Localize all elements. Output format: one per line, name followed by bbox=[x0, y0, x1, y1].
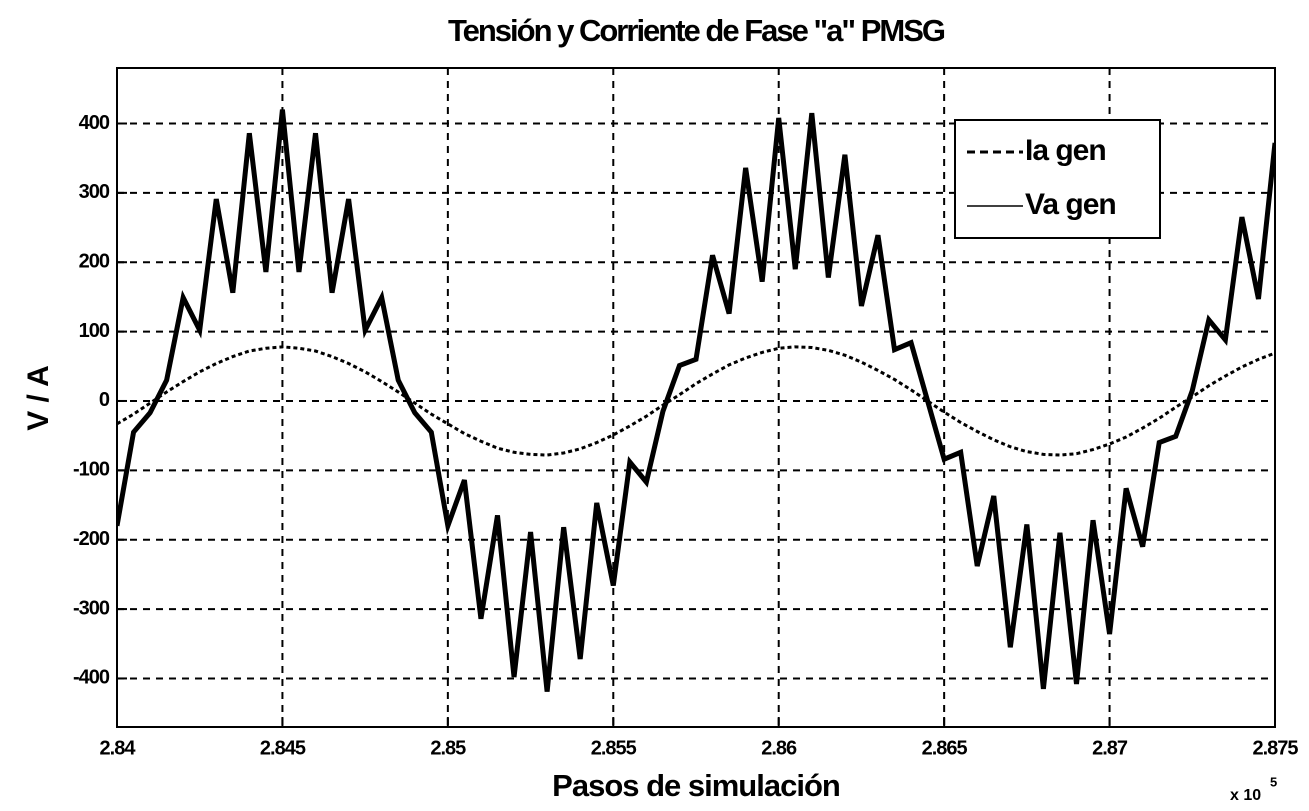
chart-title: Tensión y Corriente de Fase "a" PMSG bbox=[448, 13, 945, 48]
legend-label: Ia gen bbox=[1025, 134, 1106, 167]
plot-frame bbox=[116, 67, 1276, 728]
series-group bbox=[117, 109, 1275, 692]
x-tick-label: 2.86 bbox=[761, 737, 797, 759]
x-axis-label: Pasos de simulación bbox=[552, 768, 840, 803]
legend-label: Va gen bbox=[1025, 188, 1116, 221]
y-tick-label: 300 bbox=[79, 181, 110, 203]
y-tick-label: 200 bbox=[79, 251, 110, 273]
x-tick-label: 2.855 bbox=[591, 737, 637, 759]
y-tick-label: 0 bbox=[99, 389, 110, 411]
y-tick-label: 400 bbox=[79, 112, 110, 134]
series-line bbox=[117, 345, 1275, 457]
x-exponent: 5 bbox=[1270, 774, 1277, 789]
y-tick-label: 100 bbox=[79, 320, 110, 342]
y-tick-label: -100 bbox=[73, 459, 110, 481]
x-tick-label: 2.845 bbox=[260, 737, 306, 759]
series-line bbox=[117, 109, 1275, 692]
x-tick-label: 2.865 bbox=[922, 737, 968, 759]
x-tick-label: 2.875 bbox=[1252, 737, 1298, 759]
y-tick-label: -300 bbox=[73, 597, 110, 619]
legend-box bbox=[954, 119, 1161, 239]
x-tick-label: 2.85 bbox=[430, 737, 466, 759]
x-tick-label: 2.84 bbox=[100, 737, 137, 759]
y-axis-label: V / A bbox=[22, 365, 55, 431]
y-tick-label: -400 bbox=[73, 667, 110, 689]
x-tick-label: 2.87 bbox=[1092, 737, 1128, 759]
x-multiplier: x 10 bbox=[1230, 787, 1261, 804]
y-tick-label: -200 bbox=[73, 528, 110, 550]
